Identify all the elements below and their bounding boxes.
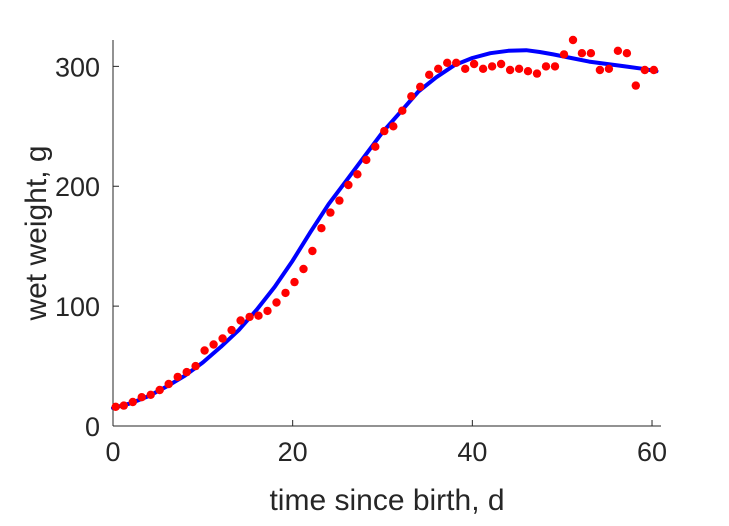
data-point: [317, 224, 326, 233]
data-point: [173, 372, 182, 382]
data-point: [111, 402, 120, 411]
data-point: [407, 92, 416, 101]
data-point: [514, 64, 524, 74]
x-tick-label: 20: [278, 437, 308, 467]
data-point: [353, 170, 362, 179]
y-tick-label: 0: [85, 412, 100, 442]
data-point: [550, 62, 560, 71]
data-point: [245, 312, 254, 322]
data-point: [308, 246, 317, 256]
x-tick-label: 0: [105, 437, 120, 467]
data-point: [380, 126, 389, 136]
data-point: [505, 65, 515, 75]
data-point: [200, 346, 209, 355]
data-points-layer: [111, 35, 658, 411]
data-point: [461, 64, 470, 74]
data-point: [443, 58, 452, 67]
y-axis-label: wet weight, g: [20, 145, 53, 321]
data-point: [254, 311, 263, 320]
fit-curve-layer: [111, 48, 659, 410]
data-point: [146, 390, 155, 399]
data-point: [362, 155, 371, 165]
y-tick-label: 100: [55, 292, 100, 322]
x-tick-label: 60: [637, 437, 667, 467]
data-point: [290, 277, 299, 287]
data-point: [398, 106, 407, 115]
data-point: [478, 64, 488, 74]
x-axis-label: time since birth, d: [269, 484, 504, 517]
data-point: [425, 70, 434, 80]
data-point: [119, 401, 128, 410]
data-point: [523, 67, 533, 76]
axes: [112, 40, 661, 427]
x-tick-label: 40: [457, 437, 487, 467]
fit-curve: [111, 48, 659, 410]
data-point: [263, 306, 272, 316]
data-point: [532, 69, 542, 78]
data-point: [595, 65, 605, 75]
data-point: [326, 208, 335, 217]
data-point: [137, 393, 146, 402]
data-point: [487, 62, 497, 71]
data-point: [272, 298, 281, 307]
data-point: [182, 367, 191, 377]
data-point: [191, 361, 200, 371]
data-point: [541, 62, 551, 71]
data-point: [631, 81, 640, 90]
data-point: [227, 325, 236, 335]
data-point: [577, 49, 587, 58]
data-point: [559, 50, 569, 59]
data-point: [299, 264, 308, 274]
data-point: [586, 49, 596, 58]
data-point: [452, 58, 461, 67]
data-point: [613, 46, 623, 55]
y-tick-label: 300: [55, 52, 100, 82]
tick-labels: 0 20 40 60 0 100 200 300: [55, 52, 667, 467]
data-point: [389, 122, 398, 131]
data-point: [604, 64, 614, 74]
data-point: [164, 379, 173, 389]
y-tick-label: 200: [55, 172, 100, 202]
data-point: [640, 65, 649, 75]
data-point: [434, 64, 443, 74]
data-point: [568, 35, 578, 45]
data-point: [209, 340, 218, 349]
data-point: [371, 142, 380, 151]
data-point: [344, 180, 353, 190]
data-point: [128, 397, 137, 407]
data-point: [335, 196, 344, 205]
data-point: [218, 334, 227, 343]
data-point: [649, 65, 658, 75]
data-point: [155, 385, 164, 395]
data-point: [416, 82, 425, 92]
data-point: [236, 316, 245, 325]
data-point: [496, 59, 506, 69]
data-point: [622, 49, 632, 58]
data-point: [281, 288, 290, 298]
data-point: [469, 59, 479, 69]
